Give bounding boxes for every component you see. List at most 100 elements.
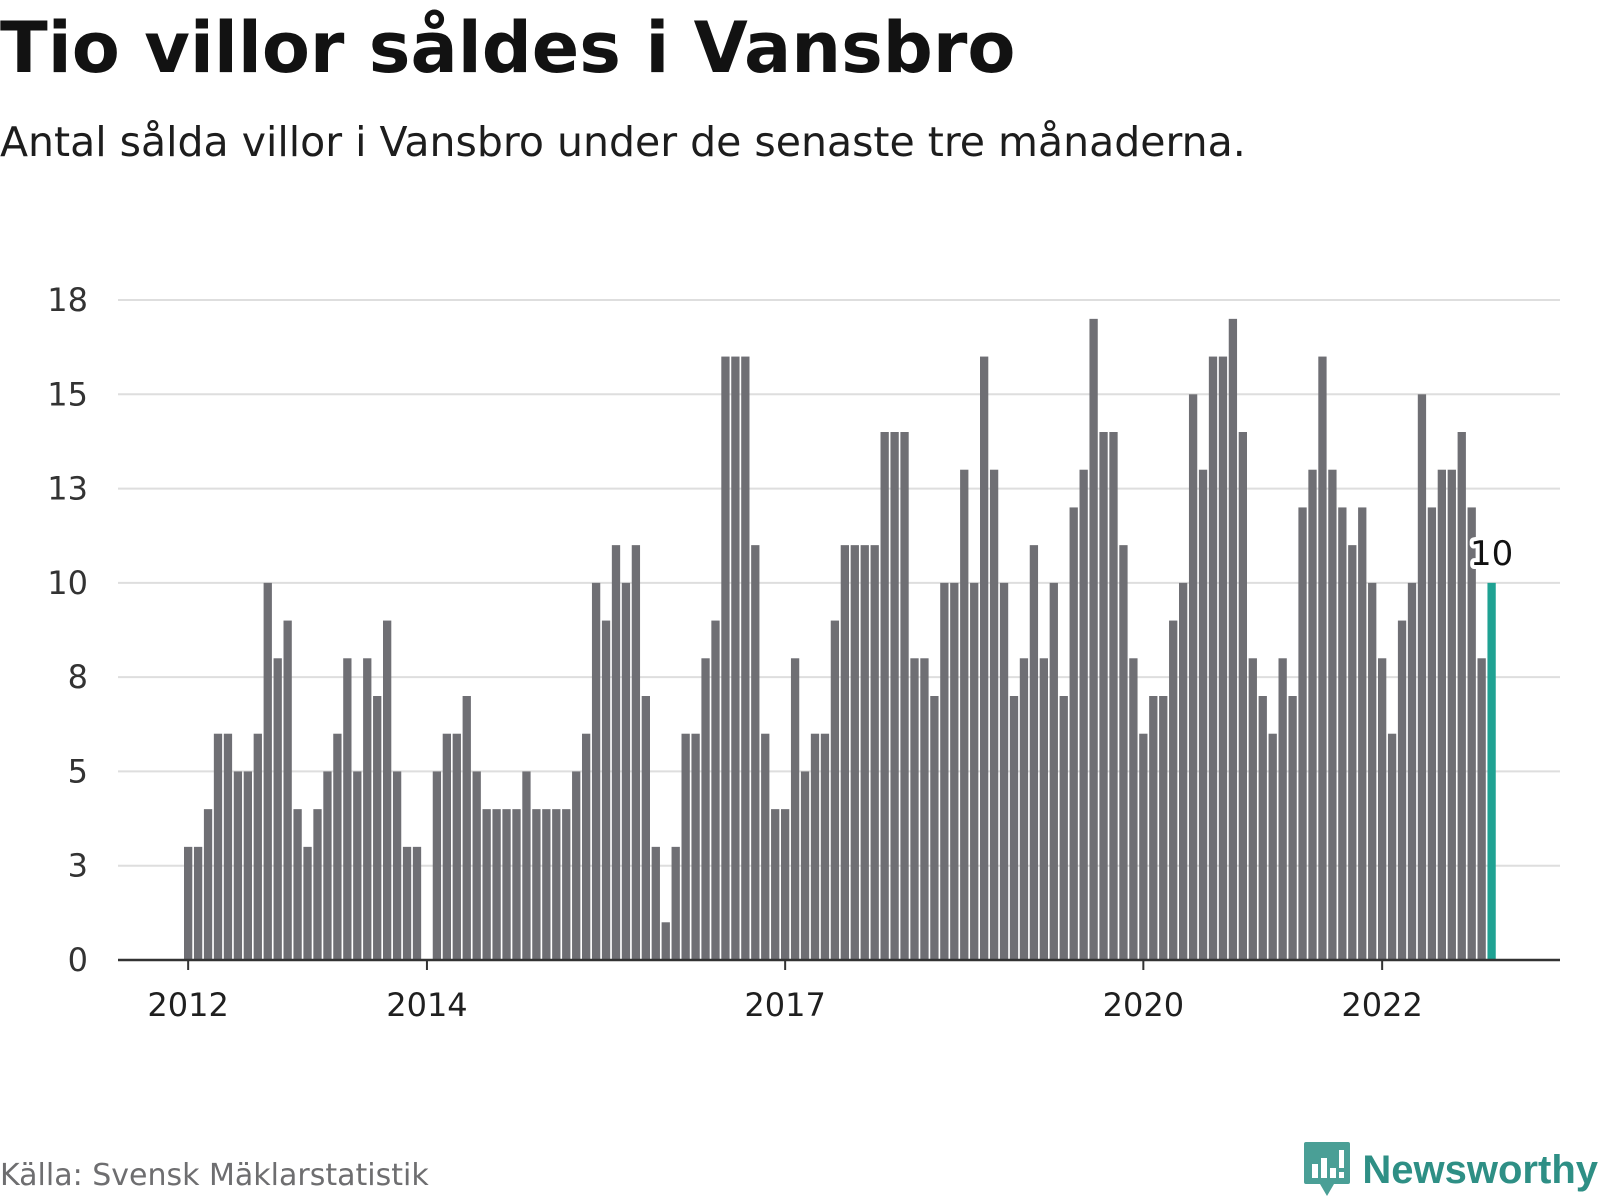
y-tick-label: 0 <box>68 941 88 979</box>
bar <box>1328 469 1337 960</box>
bar <box>383 620 392 960</box>
bar <box>273 658 282 960</box>
bar <box>313 809 322 960</box>
bar <box>293 809 302 960</box>
bar <box>1407 582 1417 960</box>
bar <box>283 620 292 960</box>
bar <box>1119 545 1128 960</box>
bar <box>1278 658 1287 960</box>
y-tick-label: 3 <box>68 847 88 885</box>
bar <box>572 771 581 960</box>
x-tick-label: 2014 <box>386 986 467 1024</box>
bar <box>1019 658 1029 960</box>
chart-subtitle: Antal sålda villor i Vansbro under de se… <box>0 118 1246 166</box>
bar <box>970 582 979 960</box>
bar <box>890 432 899 960</box>
bar <box>1179 582 1188 960</box>
bar <box>243 771 252 960</box>
bar <box>184 846 193 960</box>
bar <box>363 658 372 960</box>
bar <box>1228 318 1238 960</box>
bar <box>790 658 800 960</box>
bar <box>989 469 999 960</box>
x-tick-label: 2020 <box>1103 986 1184 1024</box>
bar <box>631 545 641 960</box>
x-tick-label: 2017 <box>744 986 825 1024</box>
chart-title: Tio villor såldes i Vansbro <box>0 7 1016 89</box>
y-tick-label: 15 <box>47 375 88 413</box>
bar <box>412 846 422 960</box>
bar <box>1358 507 1367 960</box>
bar <box>850 545 859 960</box>
bar <box>1318 356 1327 960</box>
x-tick-label: 2012 <box>147 986 228 1024</box>
bar <box>1208 356 1218 960</box>
bar <box>691 733 700 960</box>
bar <box>512 809 521 960</box>
bar <box>950 582 959 960</box>
y-tick-label: 5 <box>68 752 88 790</box>
bar <box>651 846 660 960</box>
bar <box>1288 696 1297 960</box>
bar <box>1029 545 1039 960</box>
bar <box>771 809 780 960</box>
bar <box>303 846 312 960</box>
bar <box>452 733 461 960</box>
bar <box>781 809 790 960</box>
bar <box>532 809 541 960</box>
bar <box>1447 469 1456 960</box>
bar <box>432 771 442 960</box>
bar <box>1248 658 1257 960</box>
bar <box>542 809 551 960</box>
bar <box>1348 545 1357 960</box>
bar <box>1268 733 1277 960</box>
bar <box>880 432 889 960</box>
bar <box>870 545 879 960</box>
newsworthy-logo: Newsworthy <box>1302 1140 1598 1200</box>
bar <box>701 658 710 960</box>
bar <box>910 658 919 960</box>
bar <box>323 771 332 960</box>
bar <box>980 356 989 960</box>
highlighted-bar <box>1487 582 1496 960</box>
bar <box>1139 733 1148 960</box>
bar <box>462 696 471 960</box>
bar <box>661 922 670 960</box>
source-note: Källa: Svensk Mäklarstatistik <box>0 1158 429 1193</box>
bar <box>711 620 720 960</box>
bar <box>1378 658 1387 960</box>
newsworthy-logo-icon <box>1304 1142 1351 1196</box>
bar <box>751 545 760 960</box>
bar <box>1109 432 1118 960</box>
bar <box>820 733 830 960</box>
bar <box>1397 620 1407 960</box>
bar <box>1069 507 1078 960</box>
bar <box>741 356 750 960</box>
bar <box>641 696 650 960</box>
bar <box>582 733 591 960</box>
bar <box>601 620 611 960</box>
bar <box>263 582 272 960</box>
bar <box>233 771 243 960</box>
bar <box>1387 733 1397 960</box>
bar <box>1159 696 1168 960</box>
bar <box>621 582 631 960</box>
bar <box>1427 507 1437 960</box>
bar <box>860 545 869 960</box>
bar <box>900 432 909 960</box>
bar <box>1049 582 1058 960</box>
bar <box>1059 696 1068 960</box>
bar <box>611 545 621 960</box>
y-tick-label: 10 <box>47 564 88 602</box>
bar <box>930 696 939 960</box>
bar <box>731 356 740 960</box>
bar <box>1338 507 1347 960</box>
bar <box>193 846 203 960</box>
bar <box>442 733 451 960</box>
bar <box>552 809 561 960</box>
bar <box>1218 356 1228 960</box>
bar <box>1188 394 1198 960</box>
bar <box>1099 432 1108 960</box>
bar <box>840 545 849 960</box>
